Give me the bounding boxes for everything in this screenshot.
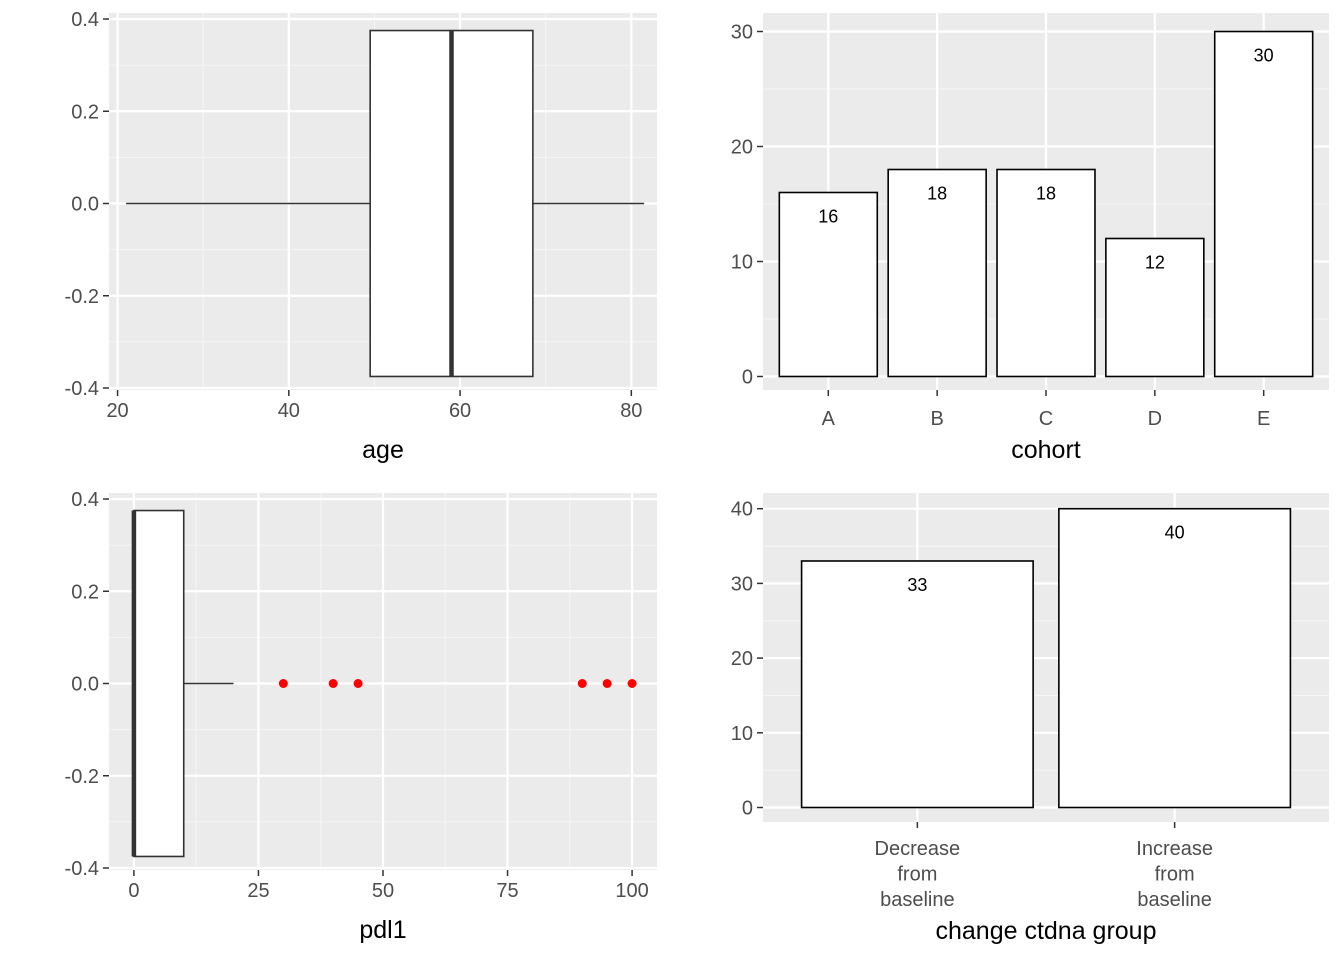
outlier-point (627, 679, 637, 688)
x-axis-title: age (362, 436, 404, 464)
x-tick-label: 40 (278, 400, 300, 422)
x-tick-label: from (897, 864, 937, 886)
outlier-point (353, 679, 363, 688)
x-tick-label: Increase (1136, 838, 1213, 860)
bar (996, 168, 1096, 378)
x-tick-label: 100 (615, 880, 648, 902)
outlier-point (328, 679, 338, 688)
bar (1105, 237, 1205, 378)
x-tick-label: 60 (449, 400, 471, 422)
x-tick-label: E (1257, 408, 1270, 430)
outlier-point (278, 679, 288, 688)
y-tick-label: 30 (731, 22, 753, 44)
bar-value-label: 33 (907, 575, 927, 595)
x-tick-label: A (822, 408, 836, 430)
age-boxplot-panel: -0.4 -0.2 0.0 0.2 0.4 20 40 60 80 age (65, 9, 657, 464)
x-axis-title: change ctdna group (935, 917, 1156, 945)
bar (887, 168, 987, 378)
bar-value-label: 16 (818, 207, 838, 227)
x-tick-label: 20 (106, 400, 128, 422)
bar-value-label: 18 (927, 184, 947, 204)
x-tick-label: baseline (880, 889, 955, 911)
x-tick-label: 75 (496, 880, 518, 902)
y-tick-label: -0.2 (65, 286, 99, 308)
y-tick-label: 0.2 (71, 101, 99, 123)
y-tick-label: 0 (742, 367, 753, 389)
y-tick-label: 20 (731, 137, 753, 159)
x-axis-title: cohort (1011, 436, 1081, 464)
x-tick-label: baseline (1137, 889, 1212, 911)
y-tick-label: -0.4 (65, 858, 99, 880)
y-tick-label: 0 (742, 798, 753, 820)
y-tick-label: -0.2 (65, 766, 99, 788)
pdl1-boxplot-panel: -0.4 -0.2 0.0 0.2 0.4 0 25 50 75 100 pdl1 (65, 489, 657, 944)
bar-value-label: 12 (1145, 253, 1165, 273)
y-tick-label: 40 (731, 499, 753, 521)
x-tick-label: C (1039, 408, 1053, 430)
x-tick-label: D (1148, 408, 1162, 430)
y-tick-label: 0.4 (71, 9, 99, 31)
bar-value-label: 40 (1165, 523, 1185, 543)
bar (1058, 507, 1292, 809)
y-tick-label: -0.4 (65, 378, 99, 400)
bar (1213, 30, 1314, 378)
outlier-point (602, 679, 612, 688)
bar-value-label: 30 (1254, 46, 1274, 66)
x-tick-label: B (930, 408, 943, 430)
iqr-box (133, 509, 185, 858)
x-tick-label: 50 (372, 880, 394, 902)
x-axis-title: pdl1 (359, 916, 406, 944)
x-tick-label: 0 (128, 880, 139, 902)
y-tick-label: 0.2 (71, 581, 99, 603)
x-tick-label: Decrease (875, 838, 961, 860)
y-tick-label: 0.4 (71, 489, 99, 511)
y-tick-label: 0.0 (71, 674, 99, 696)
bar (778, 191, 879, 378)
outlier-point (577, 679, 587, 688)
bar (800, 560, 1034, 809)
y-tick-label: 20 (731, 648, 753, 670)
y-tick-label: 30 (731, 573, 753, 595)
y-tick-label: 10 (731, 252, 753, 274)
x-tick-label: 80 (620, 400, 642, 422)
y-tick-label: 0.0 (71, 194, 99, 216)
y-tick-label: 10 (731, 723, 753, 745)
x-tick-label: from (1155, 864, 1195, 886)
ctdna-bar-panel: 33 40 0 10 20 30 40 Decrease from baseline Increas… (731, 493, 1329, 945)
x-tick-label: 25 (247, 880, 269, 902)
bar-value-label: 18 (1036, 184, 1056, 204)
